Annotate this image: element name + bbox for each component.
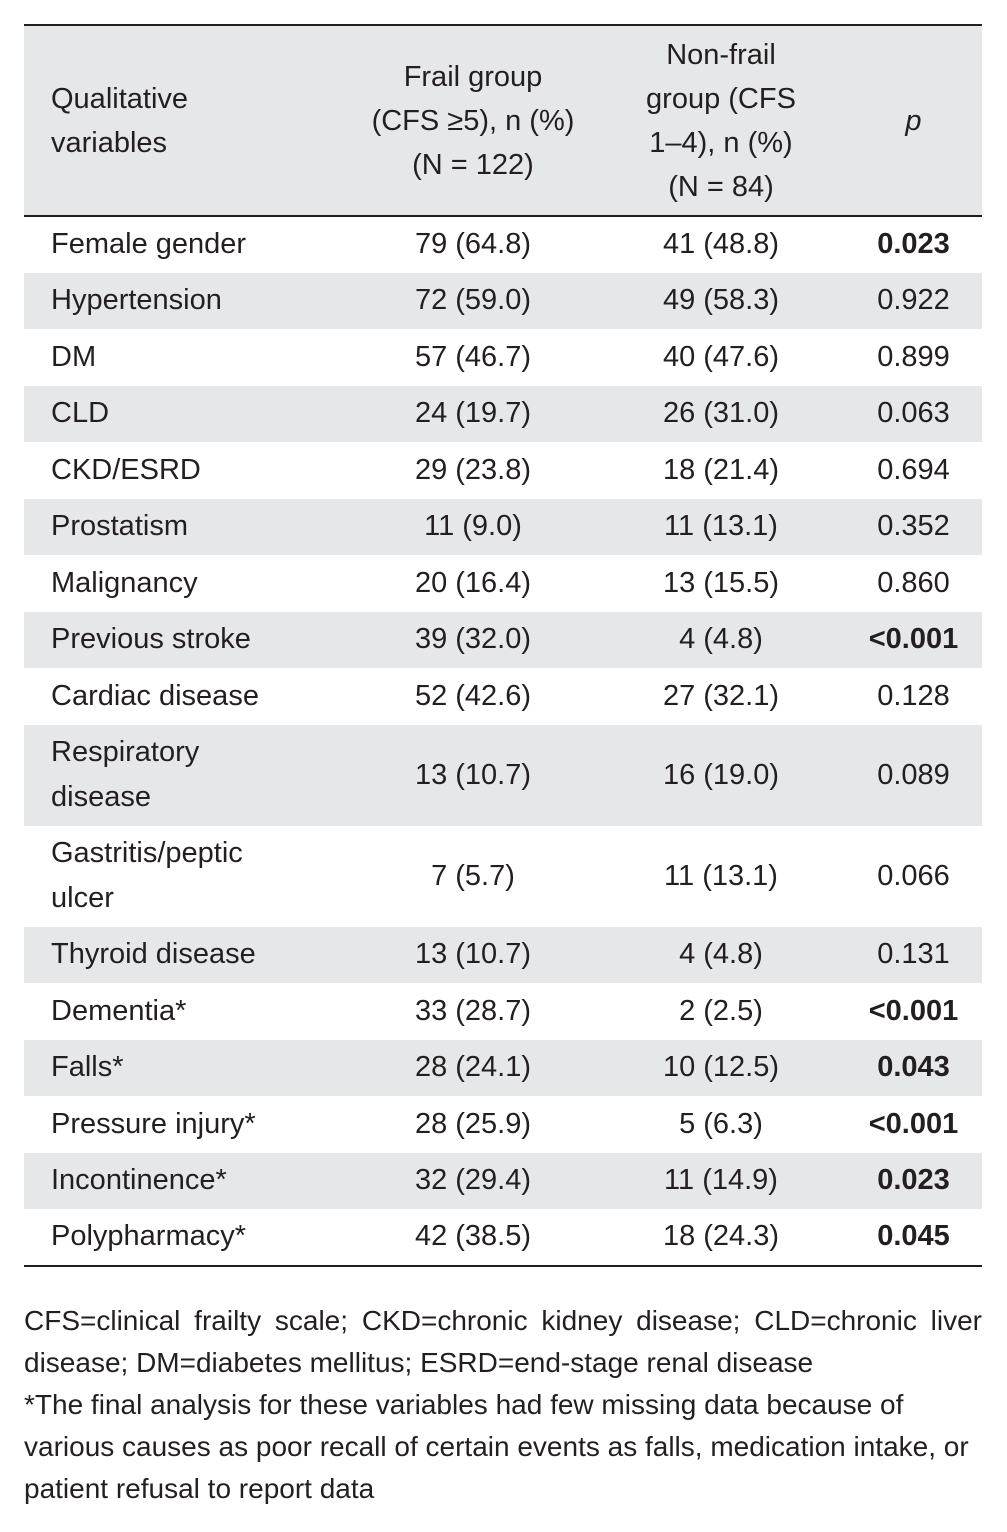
header-p-value: p	[845, 24, 982, 217]
variable-name-cell: Incontinence*	[51, 1164, 227, 1197]
p-value-cell: 0.922	[877, 284, 950, 317]
variable-name-cell: CKD/ESRD	[51, 453, 201, 486]
non-frail-count-cell: 11 (14.9)	[664, 1164, 778, 1197]
table-row: Cardiac disease 52 (42.6) 27 (32.1) 0.128	[24, 668, 982, 725]
p-value-cell: <0.001	[868, 623, 959, 656]
variable-name-cell: Respiratory disease	[51, 736, 200, 813]
missing-data-note: *The final analysis for these variables …	[24, 1388, 969, 1504]
table-row: Prostatism 11 (9.0) 11 (13.1) 0.352	[24, 498, 982, 555]
variable-name-cell: Gastritis/peptic ulcer	[51, 837, 243, 914]
table-row: Pressure injury* 28 (25.9) 5 (6.3) <0.001	[24, 1096, 982, 1153]
table-row: Gastritis/peptic ulcer 7 (5.7) 11 (13.1) 0.0…	[24, 826, 982, 927]
frail-count-cell: 28 (25.9)	[414, 1107, 532, 1140]
non-frail-count-cell: 18 (21.4)	[662, 453, 780, 486]
frail-count-cell: 52 (42.6)	[414, 679, 532, 712]
variable-name-cell: DM	[51, 340, 97, 373]
table-row: Falls* 28 (24.1) 10 (12.5) 0.043	[24, 1039, 982, 1096]
variable-name-cell: Dementia*	[51, 994, 187, 1027]
non-frail-count-cell: 10 (12.5)	[662, 1051, 780, 1084]
header-frail-group: Frail group (CFS ≥5), n (%) (N = 122)	[349, 24, 597, 217]
header-non-frail-group: Non-frail group (CFS 1–4), n (%) (N = 84…	[597, 24, 845, 217]
frail-count-cell: 11 (9.0)	[424, 510, 522, 543]
frail-count-cell: 20 (16.4)	[414, 566, 532, 599]
frail-count-cell: 33 (28.7)	[414, 994, 532, 1027]
p-value-cell: 0.066	[877, 859, 950, 892]
frail-count-cell: 29 (23.8)	[414, 453, 532, 486]
frail-count-cell: 13 (10.7)	[414, 938, 532, 971]
frail-count-cell: 24 (19.7)	[414, 397, 532, 430]
frail-count-cell: 32 (29.4)	[414, 1164, 532, 1197]
table-row: CLD 24 (19.7) 26 (31.0) 0.063	[24, 385, 982, 442]
table-row: Polypharmacy* 42 (38.5) 18 (24.3) 0.045	[24, 1209, 982, 1267]
table-row: Hypertension 72 (59.0) 49 (58.3) 0.922	[24, 272, 982, 329]
variable-name-cell: CLD	[51, 397, 110, 430]
non-frail-count-cell: 11 (13.1)	[664, 859, 778, 892]
frail-count-cell: 13 (10.7)	[414, 758, 532, 791]
p-value-cell: <0.001	[868, 994, 959, 1027]
frail-count-cell: 42 (38.5)	[349, 1209, 597, 1267]
p-value-cell: 0.089	[877, 758, 950, 791]
frail-count-cell: 79 (64.8)	[414, 228, 532, 261]
non-frail-count-cell: 11 (13.1)	[664, 510, 778, 543]
non-frail-count-cell: 13 (15.5)	[662, 566, 780, 599]
table-footnotes: CFS=clinical frailty scale; CKD=chronic …	[24, 1300, 982, 1510]
p-value-cell: 0.694	[877, 453, 950, 486]
p-value-cell: 0.063	[877, 397, 950, 430]
non-frail-count-cell: 18 (24.3)	[597, 1209, 845, 1267]
p-value-cell: 0.128	[877, 679, 950, 712]
table-row: CKD/ESRD 29 (23.8) 18 (21.4) 0.694	[24, 442, 982, 499]
p-value-cell: 0.860	[877, 566, 950, 599]
non-frail-count-cell: 49 (58.3)	[662, 284, 780, 317]
p-value-cell: 0.023	[877, 228, 950, 261]
non-frail-count-cell: 5 (6.3)	[679, 1107, 763, 1140]
header-qualitative-variables: Qualitative variables	[24, 24, 349, 217]
frail-count-cell: 57 (46.7)	[414, 340, 532, 373]
table-row: Respiratory disease 13 (10.7) 16 (19.0) 0.08…	[24, 724, 982, 826]
table-header: Qualitative variables Frail group (CFS ≥…	[24, 24, 982, 217]
variable-name-cell: Pressure injury*	[51, 1107, 256, 1140]
table-row: Thyroid disease 13 (10.7) 4 (4.8) 0.131	[24, 926, 982, 983]
qualitative-variables-table: Qualitative variables Frail group (CFS ≥…	[24, 24, 982, 1267]
table-row: Incontinence* 32 (29.4) 11 (14.9) 0.023	[24, 1152, 982, 1209]
table-row: Malignancy 20 (16.4) 13 (15.5) 0.860	[24, 555, 982, 612]
document: Qualitative variables Frail group (CFS ≥…	[24, 24, 982, 1510]
non-frail-count-cell: 4 (4.8)	[679, 623, 763, 656]
variable-name-cell: Polypharmacy*	[24, 1209, 349, 1267]
table-row: DM 57 (46.7) 40 (47.6) 0.899	[24, 329, 982, 386]
frail-count-cell: 72 (59.0)	[414, 284, 532, 317]
non-frail-count-cell: 40 (47.6)	[662, 340, 780, 373]
p-value-cell: 0.043	[877, 1051, 950, 1084]
frail-count-cell: 39 (32.0)	[414, 623, 532, 656]
variable-name-cell: Prostatism	[51, 510, 188, 543]
frail-count-cell: 28 (24.1)	[414, 1051, 532, 1084]
non-frail-count-cell: 2 (2.5)	[679, 994, 763, 1027]
non-frail-count-cell: 4 (4.8)	[679, 938, 763, 971]
variable-name-cell: Malignancy	[51, 566, 198, 599]
variable-name-cell: Previous stroke	[51, 623, 251, 656]
non-frail-count-cell: 27 (32.1)	[662, 679, 780, 712]
variable-name-cell: Thyroid disease	[51, 938, 256, 971]
table-row: Female gender 79 (64.8) 41 (48.8) 0.023	[24, 216, 982, 273]
frail-count-cell: 7 (5.7)	[431, 859, 515, 892]
table-row: Dementia* 33 (28.7) 2 (2.5) <0.001	[24, 983, 982, 1040]
non-frail-count-cell: 16 (19.0)	[662, 758, 780, 791]
p-value-cell: 0.023	[877, 1164, 950, 1197]
p-value-cell: 0.131	[877, 938, 950, 971]
variable-name-cell: Cardiac disease	[51, 679, 259, 712]
non-frail-count-cell: 41 (48.8)	[662, 228, 780, 261]
variable-name-cell: Hypertension	[51, 284, 222, 317]
table-body: Female gender 79 (64.8) 41 (48.8) 0.023 Hype…	[24, 216, 982, 1267]
variable-name-cell: Female gender	[51, 228, 247, 261]
p-value-cell: <0.001	[868, 1107, 959, 1140]
p-value-cell: 0.045	[845, 1209, 982, 1267]
p-value-cell: 0.352	[877, 510, 950, 543]
table-row: Previous stroke 39 (32.0) 4 (4.8) <0.001	[24, 611, 982, 668]
variable-name-cell: Falls*	[51, 1051, 124, 1084]
non-frail-count-cell: 26 (31.0)	[662, 397, 780, 430]
p-value-cell: 0.899	[877, 340, 950, 373]
abbreviations-note: CFS=clinical frailty scale; CKD=chronic …	[24, 1304, 982, 1378]
